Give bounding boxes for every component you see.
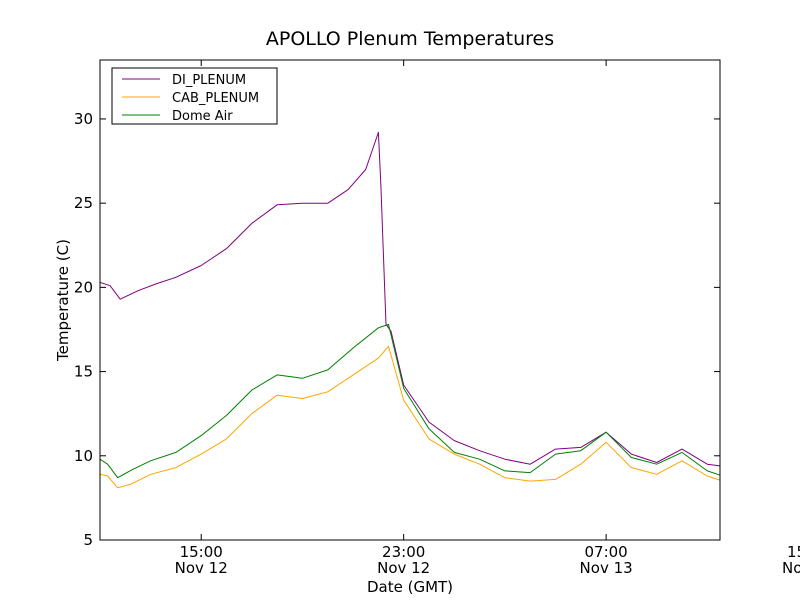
x-axis-label: Date (GMT): [367, 578, 453, 596]
legend-label: DI_PLENUM: [172, 73, 246, 88]
y-axis-label: Temperature (C): [54, 239, 72, 362]
chart-title: APOLLO Plenum Temperatures: [266, 28, 554, 50]
y-tick-label: 30: [74, 110, 93, 128]
y-axis: 5 10 15 20 25 30: [74, 110, 720, 549]
legend: DI_PLENUM CAB_PLENUM Dome Air: [111, 67, 278, 125]
series-line-dome-air: [100, 323, 720, 479]
legend-label: Dome Air: [172, 109, 233, 124]
plot-area: [99, 59, 721, 541]
y-tick-label: 5: [83, 531, 93, 549]
y-tick-label: 15: [74, 363, 93, 381]
legend-label: CAB_PLENUM: [172, 91, 259, 106]
series-line-di-plenum: [100, 131, 720, 467]
y-tick-label: 20: [74, 278, 93, 296]
series-lines: [100, 131, 720, 489]
x-tick-label-date: Nov 13: [782, 559, 800, 577]
x-tick-label-time: 15:00: [787, 543, 800, 561]
x-tick-label-time: 07:00: [585, 543, 628, 561]
x-tick-label-date: Nov 12: [175, 559, 228, 577]
x-tick-label-time: 23:00: [382, 543, 425, 561]
plot-frame: [99, 59, 721, 541]
x-tick-label-date: Nov 13: [580, 559, 633, 577]
y-tick-label: 10: [74, 447, 93, 465]
y-tick-label: 25: [74, 194, 93, 212]
series-line-cab-plenum: [100, 345, 720, 489]
x-tick-label-time: 15:00: [180, 543, 223, 561]
x-tick-label-date: Nov 12: [377, 559, 430, 577]
